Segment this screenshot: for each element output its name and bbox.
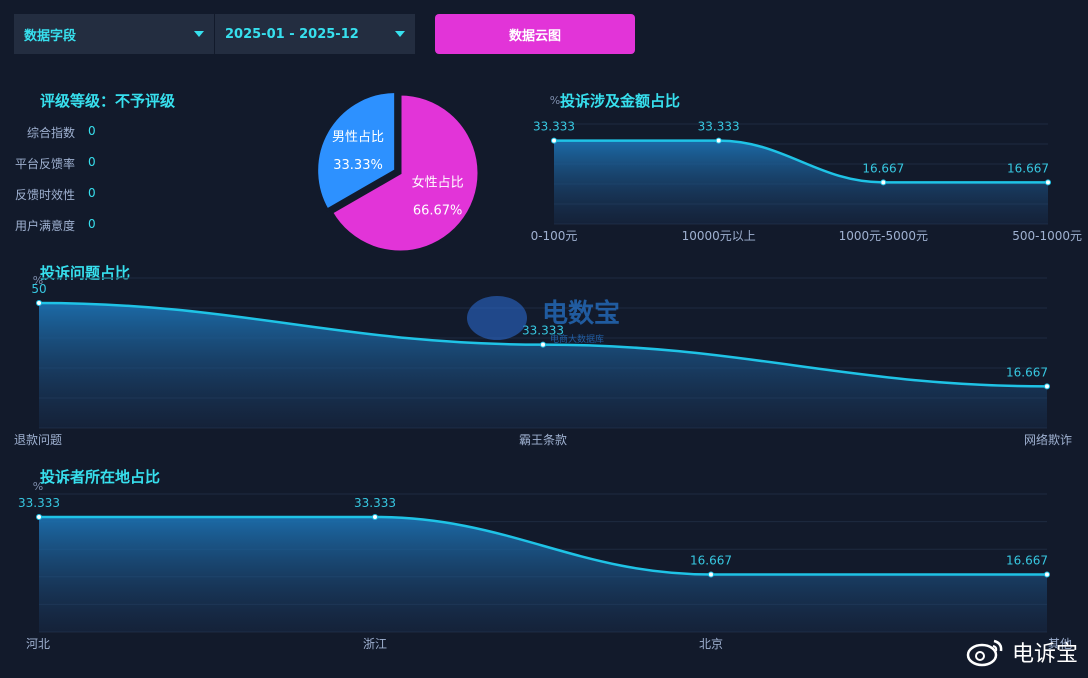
data-point [551, 137, 557, 144]
metric-value: 0 [88, 155, 96, 169]
watermark-logo: 电数宝 电商大数据库 [462, 288, 632, 348]
pie-slice-value: 33.33% [333, 158, 383, 173]
metric-label: 反馈时效性 [14, 188, 75, 202]
metric-value: 0 [88, 217, 96, 231]
metric-label: 综合指数 [26, 126, 75, 140]
axis-unit: % [33, 274, 43, 287]
x-tick-label: 退款问题 [14, 433, 62, 447]
date-range-value: 2025-01 - 2025-12 [225, 26, 359, 42]
x-tick-label: 其他 [1048, 637, 1072, 651]
data-point [1045, 179, 1051, 186]
area-fill [554, 140, 1048, 224]
pie-slice-label: 男性占比 [332, 130, 384, 145]
location-chart-title: 投诉者所在地占比 [40, 468, 161, 486]
data-point [1044, 571, 1050, 578]
x-tick-label: 0-100元 [531, 229, 578, 243]
data-label: 16.667 [862, 161, 904, 175]
location-area-chart: 33.333 33.333 16.667 16.667% 河北 浙江 北京 其他 [18, 480, 1072, 651]
series-line [554, 139, 1048, 184]
data-label: 16.667 [1006, 553, 1048, 567]
axis-unit: % [550, 94, 560, 107]
amount-area-chart: 33.333 33.333 16.667 16.667% 0-100元 10000元以上 1… [531, 94, 1082, 243]
data-point [715, 137, 722, 144]
data-point [372, 514, 378, 521]
data-label: 33.333 [698, 120, 740, 134]
x-tick-label: 10000元以上 [682, 229, 756, 243]
metric-label: 用户满意度 [14, 219, 75, 233]
x-tick-label: 500-1000元 [1012, 229, 1082, 243]
data-point [1044, 383, 1050, 390]
x-tick-label: 北京 [699, 637, 723, 651]
date-range-select[interactable]: 2025-01 - 2025-12 [215, 14, 415, 54]
amount-chart-title: 投诉涉及金额占比 [560, 92, 681, 110]
chevron-down-icon [194, 31, 204, 37]
series-line [39, 515, 1047, 576]
data-label: 16.667 [1006, 365, 1048, 379]
pie-slice [329, 92, 481, 254]
metric-value: 0 [88, 186, 96, 200]
axis-unit: % [33, 480, 43, 493]
data-cloud-button[interactable]: 数据云图 [435, 14, 635, 54]
data-field-select-value: 数据字段 [24, 28, 77, 44]
gender-pie-chart: 女性占比 66.67% 男性占比 33.33% [315, 89, 481, 254]
pie-slice-value: 66.67% [413, 204, 463, 219]
issue-area-chart: 50 33.333 16.667% 退款问题 霸王条款 网络欺诈 [14, 274, 1072, 447]
data-label: 33.333 [522, 324, 564, 338]
data-label: 16.667 [1007, 161, 1049, 175]
weibo-icon [966, 639, 1003, 667]
metric-value: 0 [88, 124, 96, 138]
svg-text:电商大数据库: 电商大数据库 [550, 333, 604, 345]
pie-slice-label: 女性占比 [412, 175, 464, 191]
data-label: 33.333 [533, 120, 575, 134]
area-fill [39, 517, 1047, 632]
metric-label: 平台反馈率 [14, 157, 75, 171]
x-tick-label: 网络欺诈 [1024, 432, 1072, 447]
data-point [880, 179, 887, 186]
data-point [540, 341, 546, 348]
x-tick-label: 1000元-5000元 [839, 229, 928, 243]
data-label: 50 [31, 282, 46, 296]
x-tick-label: 霸王条款 [519, 433, 567, 447]
rating-title: 评级等级：不予评级 [40, 92, 176, 110]
x-tick-label: 浙江 [363, 637, 387, 651]
brand-logo: 电诉宝 [966, 636, 1078, 668]
x-tick-label: 河北 [26, 637, 50, 651]
data-point [36, 514, 42, 521]
data-label: 16.667 [690, 553, 732, 567]
brand-text: 电诉宝 [1011, 642, 1078, 667]
data-label: 33.333 [18, 496, 60, 510]
chevron-down-icon [395, 31, 405, 37]
data-label: 33.333 [354, 496, 396, 510]
data-point [36, 300, 42, 306]
data-point [708, 571, 714, 578]
pie-slice [315, 89, 398, 213]
area-fill [39, 303, 1047, 428]
data-field-select[interactable]: 数据字段 [14, 14, 214, 54]
svg-text:电数宝: 电数宝 [542, 298, 620, 329]
